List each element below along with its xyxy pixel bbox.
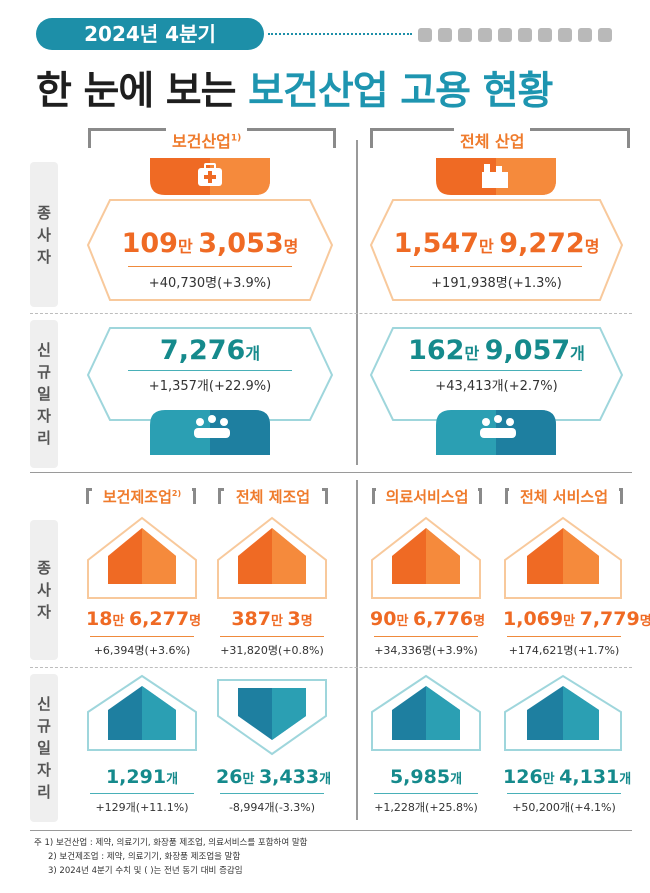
underline: [410, 370, 582, 371]
health-employees-delta: +40,730명(+3.9%): [148, 276, 272, 291]
first-aid-kit-icon: [198, 163, 222, 186]
jobs-shape-3: [504, 674, 622, 751]
cat2-employees-delta: +34,336명(+3.9%): [374, 644, 478, 657]
cat1-employees-value: 387만 3명: [231, 608, 313, 630]
cat0-employees-value: 18만 6,277명: [86, 608, 202, 630]
health-jobs-value: 7,276개: [159, 335, 261, 366]
underline: [410, 266, 582, 267]
jobs-shape-2: [371, 674, 481, 751]
footnote-1: 주 1) 보건산업 : 제약, 의료기기, 화장품 제조업, 의료서비스를 포함…: [34, 838, 308, 848]
bandage-icon: [518, 28, 532, 42]
factory-icon: [482, 164, 508, 188]
underline: [220, 793, 324, 794]
dotted-divider: [268, 33, 412, 35]
cat1-employees-delta: +31,820명(+0.8%): [220, 644, 324, 657]
microscope-icon: [498, 28, 512, 42]
category-label-medical-services: 의료서비스업: [376, 486, 478, 507]
cat3-jobs-delta: +50,200개(+4.1%): [512, 801, 616, 814]
cat3-jobs-value: 126만 4,131개: [503, 766, 632, 788]
underline: [374, 636, 478, 637]
footnote-rule: [30, 830, 632, 831]
mortar-icon: [538, 28, 552, 42]
people-icon: [194, 415, 230, 438]
health-jobs-delta: +1,357개(+22.9%): [148, 379, 272, 394]
category-label-all-services: 전체 서비스업: [509, 486, 619, 507]
all-industry-label: 전체 산업: [454, 128, 531, 152]
hexagon-all-employees: [369, 199, 624, 301]
underline: [90, 793, 194, 794]
iv-bag-icon: [458, 28, 472, 42]
people-icon: [480, 415, 516, 438]
tab-health-employees-shade: [210, 158, 270, 195]
all-jobs-value: 162만 9,057개: [408, 335, 585, 366]
cat2-jobs-delta: +1,228개(+25.8%): [374, 801, 478, 814]
medicine-icon: [598, 28, 612, 42]
house-shape-3: [504, 516, 622, 599]
underline: [220, 636, 324, 637]
all-employees-delta: +191,938명(+1.3%): [431, 276, 562, 291]
cat2-jobs-value: 5,985개: [389, 766, 463, 788]
underline: [90, 636, 194, 637]
hexagon-health-jobs: [86, 327, 334, 421]
cat3-employees-value: 1,069만 7,779명: [503, 608, 650, 630]
row-divider-2: [30, 667, 632, 668]
health-employees-value: 109만 3,053명: [121, 228, 299, 259]
thermometer-icon: [578, 28, 592, 42]
decorative-health-icons: [418, 22, 623, 48]
cat1-jobs-delta: -8,994개(-3.3%): [228, 801, 316, 814]
house-shape-0: [87, 516, 197, 599]
cat0-jobs-value: 1,291개: [105, 766, 179, 788]
footnote-2: 2) 보건제조업 : 제약, 의료기기, 화장품 제조업을 말함: [48, 852, 241, 862]
all-jobs-delta: +43,413개(+2.7%): [435, 379, 558, 394]
section-divider: [30, 472, 632, 473]
footnote-3: 3) 2024년 4분기 수치 및 ( )는 전년 동기 대비 증감임: [48, 866, 243, 876]
cat1-jobs-value: 26만 3,433개: [216, 766, 332, 788]
category-label-all-mfg: 전체 제조업: [224, 486, 322, 507]
house-shape-1: [217, 516, 327, 599]
page-title: 한 눈에 보는 보건산업 고용 현황: [36, 60, 553, 116]
hexagon-health-employees: [86, 199, 334, 301]
jobs-shape-0: [87, 674, 197, 751]
pill-icon: [418, 28, 432, 42]
column-divider-bottom: [356, 480, 358, 820]
underline: [507, 636, 621, 637]
underline: [128, 266, 292, 267]
underline: [374, 793, 478, 794]
tab-all-employees-shade: [496, 158, 556, 195]
stethoscope-icon: [438, 28, 452, 42]
cat3-employees-delta: +174,621명(+1.7%): [508, 644, 620, 657]
jobs-shape-1-down: [217, 679, 327, 756]
cat2-employees-value: 90만 6,776명: [370, 608, 486, 630]
underline: [128, 370, 292, 371]
syringe-icon: [478, 28, 492, 42]
column-divider-top: [356, 140, 358, 465]
house-shape-2: [371, 516, 481, 599]
title-dark-part: 한 눈에 보는: [36, 69, 249, 114]
title-teal-part: 보건산업 고용 현황: [248, 69, 553, 114]
row-divider-1: [30, 313, 632, 314]
hexagon-all-jobs: [369, 327, 624, 421]
footnotes: 주 1) 보건산업 : 제약, 의료기기, 화장품 제조업, 의료서비스를 포함…: [34, 836, 308, 878]
category-label-health-mfg: 보건제조업2): [92, 486, 192, 507]
all-employees-value: 1,547만 9,272명: [393, 228, 600, 259]
underline: [507, 793, 621, 794]
quarter-badge: 2024년 4분기: [36, 18, 264, 50]
cat0-jobs-delta: +129개(+11.1%): [95, 801, 189, 814]
health-industry-label: 보건산업1): [166, 128, 248, 152]
cat0-employees-delta: +6,394명(+3.6%): [93, 644, 191, 657]
flask-icon: [558, 28, 572, 42]
